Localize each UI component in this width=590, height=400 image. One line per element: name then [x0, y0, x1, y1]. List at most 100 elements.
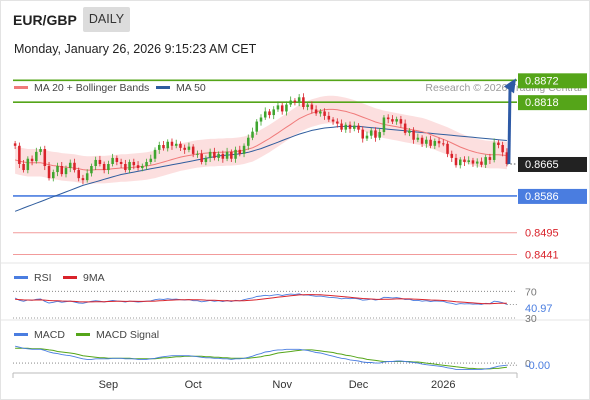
- ma50-legend-swatch: [156, 86, 170, 89]
- candle-body: [238, 149, 242, 154]
- candle-body: [39, 149, 42, 152]
- candle-body: [208, 151, 212, 158]
- candle-body: [395, 119, 398, 122]
- candle-body: [47, 166, 51, 179]
- candle-body: [488, 157, 492, 160]
- candle-body: [73, 162, 76, 171]
- candle-body: [64, 168, 68, 175]
- candle-body: [119, 161, 123, 164]
- candle-body: [314, 109, 318, 114]
- forecast-arrow-head: [504, 78, 516, 94]
- candle-body: [344, 124, 348, 130]
- candle-body: [85, 173, 89, 181]
- candle-body: [213, 151, 216, 158]
- candle-body: [501, 144, 504, 153]
- candle-body: [471, 160, 475, 164]
- candle-body: [255, 121, 259, 132]
- report-datetime: Monday, January 26, 2026 9:15:23 AM CET: [14, 42, 257, 56]
- price-label-0.8818: 0.8818: [525, 97, 559, 109]
- candle-body: [107, 163, 110, 171]
- rsi-ma-legend-swatch: [63, 276, 77, 279]
- candle-body: [399, 119, 403, 124]
- candle-body: [145, 161, 148, 167]
- candle-body: [352, 125, 356, 129]
- macd-signal-legend-label: MACD Signal: [96, 329, 159, 341]
- candle-body: [446, 143, 449, 154]
- candle-body: [408, 130, 411, 133]
- candle-body: [18, 145, 21, 164]
- candle-body: [323, 111, 326, 116]
- candle-body: [386, 117, 390, 120]
- candle-body: [242, 145, 246, 154]
- candle-body: [52, 172, 55, 179]
- candle-body: [268, 111, 271, 116]
- candle-body: [336, 121, 339, 124]
- candle-body: [348, 124, 352, 129]
- candle-body: [251, 131, 254, 138]
- candle-body: [153, 149, 157, 159]
- candle-body: [128, 161, 131, 171]
- candle-body: [382, 117, 386, 133]
- candle-body: [480, 161, 483, 165]
- timeframe-badge[interactable]: DAILY: [83, 7, 130, 32]
- candle-body: [442, 143, 445, 145]
- candle-body: [187, 146, 191, 150]
- candle-body: [369, 130, 373, 136]
- price-label-0.8586: 0.8586: [525, 191, 559, 203]
- price-box-0.8586: [518, 188, 587, 204]
- candle-body: [183, 147, 186, 150]
- candle-body: [26, 158, 30, 171]
- candle-body: [403, 123, 407, 133]
- candle-body: [289, 100, 292, 105]
- candle-body: [458, 159, 462, 166]
- macd-zero-label: 0: [525, 358, 531, 370]
- candle-body: [102, 163, 106, 171]
- ma20-legend-swatch: [14, 86, 28, 89]
- candle-body: [391, 119, 394, 122]
- candle-body: [475, 161, 479, 164]
- candle-body: [179, 143, 182, 148]
- candle-body: [263, 111, 267, 118]
- candle-body: [149, 158, 153, 162]
- candle-body: [293, 100, 297, 103]
- candle-body: [340, 123, 343, 130]
- price-box-0.8818: [518, 95, 587, 111]
- candle-body: [492, 142, 496, 160]
- rsi-legend-swatch: [14, 276, 28, 279]
- price-box-0.8665: [518, 156, 587, 172]
- candle-body: [365, 135, 369, 139]
- candle-body: [280, 105, 284, 112]
- candle-body: [463, 159, 466, 162]
- ma50-legend-label: MA 50: [176, 82, 206, 94]
- candle-body: [157, 144, 161, 150]
- candle-body: [56, 166, 59, 173]
- x-tick-label-Sep: Sep: [99, 379, 119, 391]
- candle-body: [141, 166, 144, 169]
- candle-body: [247, 137, 250, 146]
- x-tick-label-Nov: Nov: [272, 379, 292, 391]
- candle-body: [302, 97, 305, 107]
- candle-body: [484, 157, 487, 165]
- candle-body: [204, 157, 208, 162]
- candle-body: [60, 166, 64, 175]
- candle-body: [319, 111, 322, 114]
- candle-body: [374, 130, 377, 138]
- candle-body: [357, 125, 360, 130]
- x-tick-label-2026: 2026: [431, 379, 455, 391]
- candle-body: [90, 166, 93, 174]
- candle-body: [217, 153, 220, 158]
- candle-body: [111, 157, 114, 164]
- candle-body: [166, 141, 170, 149]
- candle-body: [191, 146, 195, 154]
- candle-body: [234, 149, 237, 159]
- rsi-level-label-70: 70: [525, 286, 537, 298]
- candle-body: [35, 151, 38, 162]
- candle-body: [425, 139, 428, 144]
- price-label-0.8495: 0.8495: [525, 228, 559, 240]
- candle-body: [200, 153, 203, 162]
- candle-body: [306, 104, 309, 107]
- candle-body: [81, 178, 85, 181]
- candle-body: [310, 104, 314, 110]
